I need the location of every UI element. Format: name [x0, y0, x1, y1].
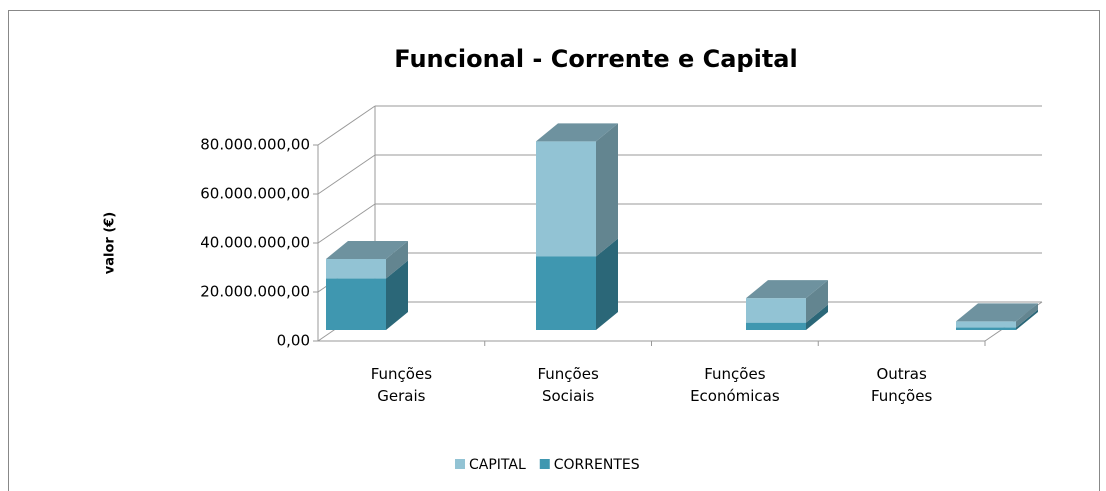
bar-side — [386, 240, 408, 279]
bar — [746, 298, 806, 323]
bar-side — [1016, 309, 1038, 330]
grid-line — [317, 203, 376, 244]
bar — [956, 327, 1016, 330]
bar-top — [746, 280, 828, 299]
bar — [326, 278, 386, 330]
legend-swatch — [539, 459, 550, 469]
bar-top — [956, 303, 1038, 322]
bar — [746, 322, 806, 330]
legend-label: CAPITAL — [469, 457, 526, 473]
x-tick-label: Funções Sociais — [537, 365, 598, 405]
bar-side — [386, 260, 408, 330]
grid-line — [317, 105, 376, 146]
x-tick-label: Outras Funções — [871, 365, 932, 405]
y-tick-label: 60.000.000,00 — [200, 185, 310, 203]
bar — [326, 258, 386, 279]
y-tick-label: 20.000.000,00 — [200, 283, 310, 301]
bar-top — [326, 240, 408, 259]
y-tick-label: 0,00 — [277, 332, 310, 350]
bar-side — [806, 304, 828, 330]
legend-swatch — [455, 459, 465, 469]
y-axis-title: valor (€) — [103, 212, 118, 275]
x-tick-label: Funções Económicas — [690, 365, 780, 405]
bar-side — [1016, 303, 1038, 328]
bar — [956, 321, 1016, 328]
bar-side — [596, 123, 618, 257]
x-tick-label: Funções Gerais — [371, 365, 432, 405]
bar-side — [806, 280, 828, 323]
y-tick-label: 40.000.000,00 — [200, 234, 310, 252]
chart-title: Funcional - Corrente e Capital — [394, 45, 797, 73]
bar-top — [536, 123, 618, 142]
bar-side — [596, 238, 618, 330]
grid-line — [317, 154, 376, 195]
bar — [536, 256, 596, 330]
y-tick-label: 80.000.000,00 — [200, 136, 310, 154]
legend-label: CORRENTES — [554, 457, 640, 473]
bar — [536, 141, 596, 257]
